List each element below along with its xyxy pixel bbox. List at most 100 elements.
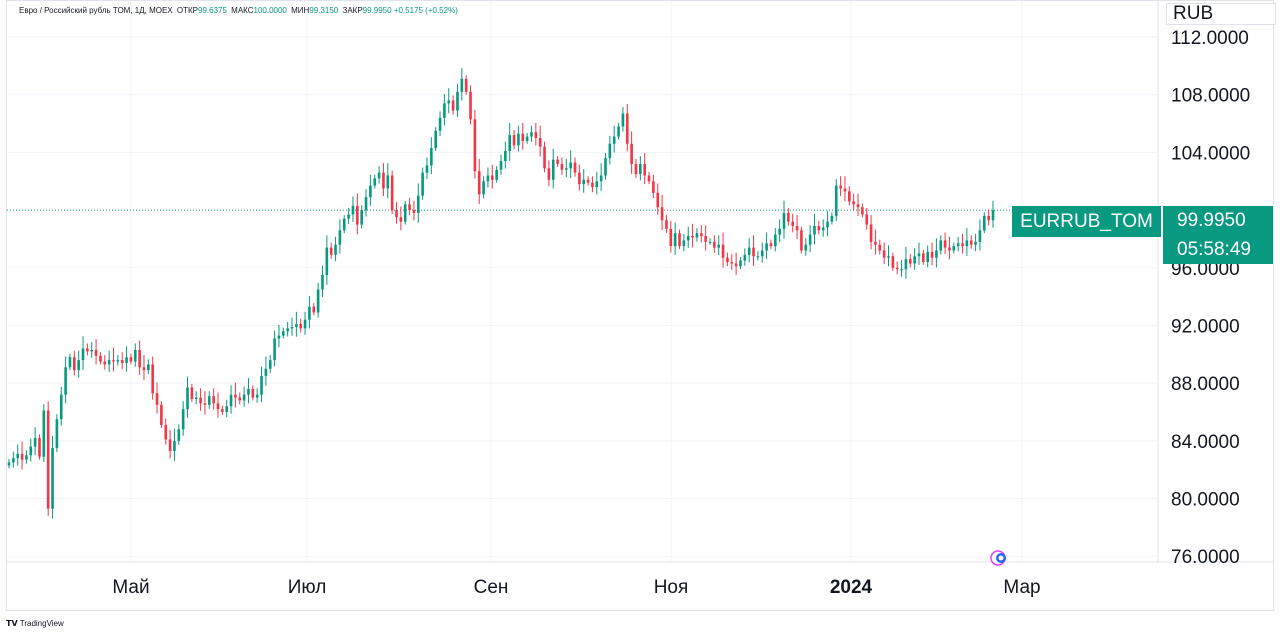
candle-body: [787, 212, 790, 222]
candle-body: [730, 262, 734, 264]
candle-body: [55, 419, 59, 449]
candle-body: [595, 181, 599, 188]
candle-body: [782, 212, 786, 229]
change-value: +0.5175 (+0.52%): [393, 6, 458, 15]
candle-body: [334, 244, 337, 255]
candle-body: [861, 207, 864, 215]
candle-body: [181, 409, 185, 430]
candle-body: [839, 185, 842, 189]
candle-body: [808, 234, 812, 245]
candle-body: [464, 78, 468, 92]
candle-body: [369, 185, 372, 198]
low-label: МИН: [291, 6, 310, 15]
events-icon[interactable]: [990, 550, 1006, 566]
candle-body: [142, 367, 146, 371]
candle-body: [830, 215, 834, 222]
candle-body: [704, 236, 707, 242]
candle-body: [582, 179, 586, 185]
candle-body: [904, 259, 908, 270]
candle-body: [59, 394, 63, 420]
candle-body: [708, 241, 712, 243]
candle-body: [168, 439, 172, 451]
candle-body: [538, 138, 542, 147]
time-tick-label: Сен: [474, 577, 509, 598]
candle-body: [652, 181, 655, 193]
candle-body: [373, 178, 377, 186]
candle-body: [686, 236, 690, 241]
candle-body: [125, 357, 128, 363]
candle-body: [665, 220, 668, 229]
candle-body: [46, 410, 50, 509]
candle-body: [73, 357, 76, 371]
candle-body: [848, 191, 851, 202]
candle-body: [133, 350, 137, 362]
candle-body: [364, 197, 368, 211]
candle-body: [77, 360, 80, 371]
price-tick-label: 84.0000: [1171, 432, 1240, 453]
candle-body: [412, 210, 416, 213]
candle-body: [216, 403, 220, 410]
candle-body: [286, 328, 289, 332]
candle-body: [486, 175, 490, 182]
price-tick-label: 92.0000: [1171, 316, 1240, 337]
candle-body: [416, 195, 420, 213]
candle-body: [7, 462, 11, 466]
candle-body: [103, 361, 107, 365]
price-tick-label: 96.0000: [1171, 259, 1240, 280]
candle-body: [299, 324, 303, 329]
candle-body: [212, 396, 215, 404]
price-axis[interactable]: 76.0000 80.0000 84.0000 88.0000 92.0000 96.00…: [1171, 28, 1250, 568]
candle-body: [817, 225, 821, 231]
candle-body: [543, 146, 546, 169]
candle-body: [891, 256, 895, 268]
candle-body: [438, 117, 442, 131]
candle-body: [656, 192, 660, 208]
candle-body: [974, 241, 977, 245]
candle-body: [673, 233, 677, 247]
candle-body: [360, 210, 363, 225]
currency-label[interactable]: RUB: [1166, 3, 1276, 25]
candle-body: [473, 119, 477, 172]
candle-body: [451, 100, 455, 111]
candle-body: [930, 251, 934, 258]
candle-body: [865, 214, 869, 225]
candle-body: [586, 179, 590, 183]
candle-body: [834, 185, 838, 216]
tradingview-logo[interactable]: 𝗧𝗩 TradingView: [6, 619, 64, 628]
candle-body: [565, 168, 568, 170]
bar-countdown: 05:58:49: [1177, 239, 1251, 260]
time-tick-label: Май: [112, 577, 149, 598]
candle-body: [734, 263, 738, 267]
price-chart[interactable]: 76.0000 80.0000 84.0000 88.0000 92.0000 96.00…: [7, 1, 1273, 610]
candle-body: [752, 247, 755, 257]
candle-body: [521, 133, 525, 141]
candle-body: [699, 233, 703, 237]
candle-body: [477, 171, 481, 195]
candle-body: [917, 253, 921, 257]
candle-body: [791, 221, 795, 226]
candle-body: [573, 162, 577, 173]
candle-body: [177, 429, 181, 441]
candle-body: [495, 169, 498, 180]
candle-body: [443, 103, 446, 118]
candle-body: [138, 350, 141, 368]
candle-body: [778, 228, 781, 235]
candle-body: [234, 394, 237, 398]
candle-body: [268, 360, 272, 369]
candle-body: [747, 247, 751, 255]
candle-body: [591, 182, 594, 188]
candle-body: [120, 360, 124, 363]
candle-body: [843, 188, 847, 192]
legend-title: Евро / Российский рубль ТОМ, 1Д, MOEX: [19, 6, 173, 15]
candle-body: [965, 240, 969, 247]
candle-body: [961, 243, 964, 247]
candle-body: [238, 397, 242, 401]
candle-body: [608, 143, 612, 159]
candle-body: [869, 224, 873, 242]
time-axis[interactable]: Май Июл Сен Ноя 2024 Мар: [112, 577, 1040, 598]
candle-body: [325, 247, 329, 276]
candle-body: [726, 257, 729, 263]
candle-body: [277, 335, 281, 339]
time-tick-label: 2024: [830, 577, 873, 598]
close-value: 99.9950: [362, 6, 392, 15]
